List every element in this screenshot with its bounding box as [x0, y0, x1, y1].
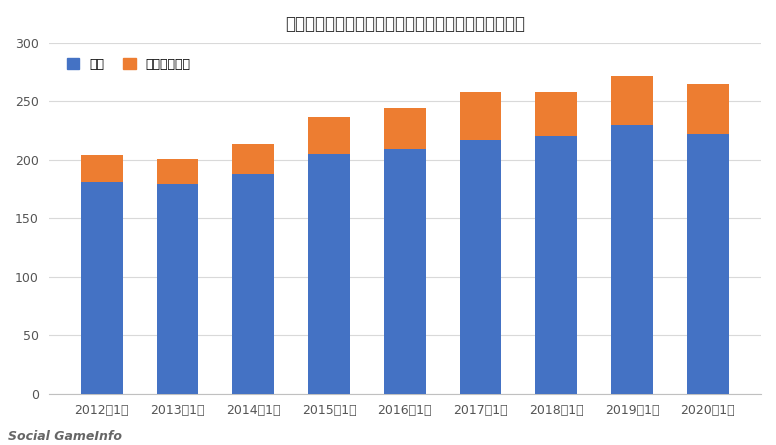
Text: Social GameInfo: Social GameInfo	[8, 430, 122, 443]
Bar	[611, 76, 653, 125]
Bar	[611, 125, 653, 394]
Bar	[535, 92, 577, 137]
Bar	[81, 155, 123, 182]
Bar	[687, 84, 729, 134]
Bar	[459, 92, 501, 140]
Bar	[157, 185, 199, 394]
Bar	[687, 134, 729, 394]
Bar	[384, 150, 425, 394]
Bar	[459, 140, 501, 394]
Bar	[535, 137, 577, 394]
Bar	[157, 159, 199, 185]
Bar	[308, 154, 350, 394]
Bar	[233, 144, 274, 174]
Bar	[81, 182, 123, 394]
Bar	[233, 174, 274, 394]
Title: ユークスの従業員数の推移（連結・単体、単位：人）: ユークスの従業員数の推移（連結・単体、単位：人）	[285, 15, 525, 33]
Bar	[308, 117, 350, 154]
Legend: 単体, グループ会社: 単体, グループ会社	[62, 53, 196, 76]
Bar	[384, 109, 425, 150]
